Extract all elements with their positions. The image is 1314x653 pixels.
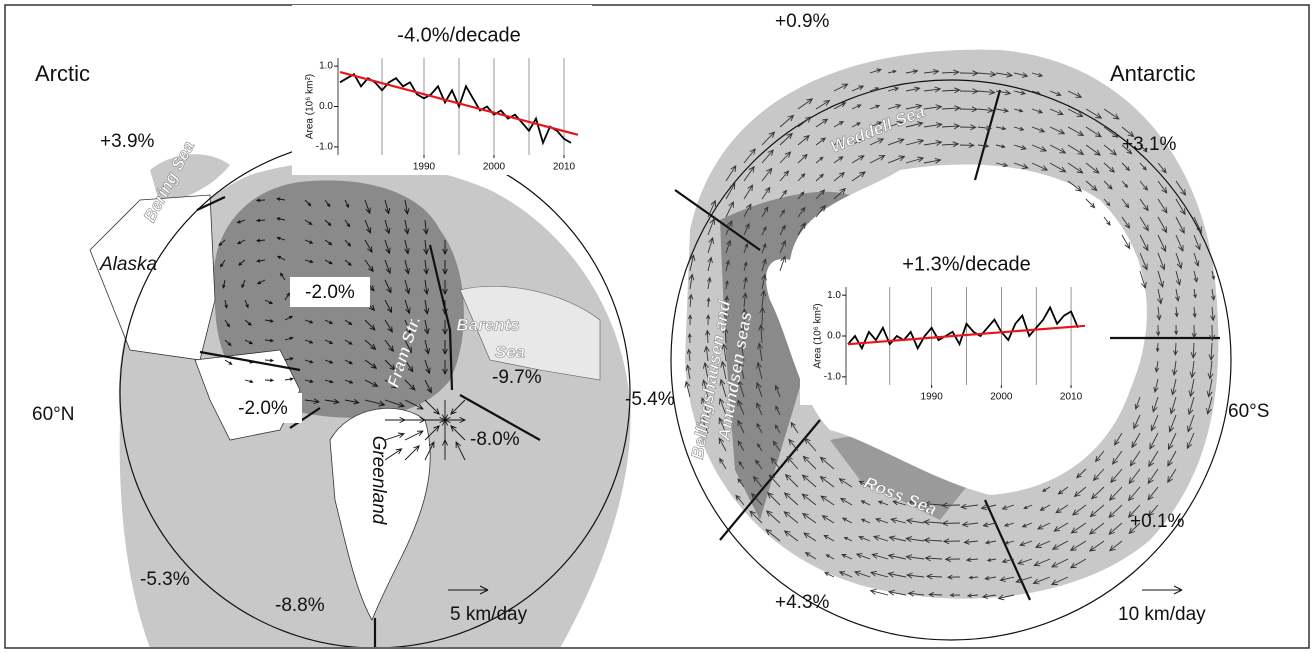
- y-axis-label: Area (10⁶ km²): [813, 303, 824, 368]
- y-tick-label: 1.0: [319, 61, 333, 72]
- x-tick-label: 1990: [921, 392, 944, 403]
- y-axis-label: Area (10⁶ km²): [305, 74, 316, 139]
- x-tick-label: 2000: [990, 392, 1013, 403]
- trend-label: +0.9%: [775, 11, 830, 32]
- x-tick-label: 1990: [413, 162, 436, 173]
- sea-label: Barents: [456, 315, 519, 334]
- region-title: Antarctic: [1110, 61, 1196, 86]
- region-title: Arctic: [35, 61, 90, 86]
- trend-label: +3.1%: [1122, 134, 1177, 155]
- trend-label: -2.0%: [238, 398, 288, 419]
- y-tick-label: 0.0: [319, 101, 333, 112]
- inset-title: -4.0%/decade: [397, 24, 520, 46]
- scale-label: 10 km/day: [1118, 604, 1206, 625]
- place-label: Greenland: [368, 436, 389, 526]
- trend-label: -2.0%: [305, 282, 355, 303]
- x-tick-label: 2000: [483, 162, 506, 173]
- trend-label: -8.0%: [470, 429, 520, 450]
- inset-title: +1.3%/decade: [902, 253, 1030, 275]
- x-tick-label: 2010: [1060, 392, 1083, 403]
- trend-label: -5.4%: [625, 389, 675, 410]
- trend-label: -5.3%: [140, 569, 190, 590]
- y-tick-label: -1.0: [824, 371, 842, 382]
- trend-label: -8.8%: [275, 595, 325, 616]
- trend-label: -9.7%: [492, 367, 542, 388]
- x-tick-label: 2010: [553, 162, 576, 173]
- sea-label: Sea: [495, 342, 525, 361]
- figure: Arctic 60°N 5 km/day Alaska Greenland Be…: [0, 0, 1314, 653]
- y-tick-label: 0.0: [827, 331, 841, 342]
- y-tick-label: 1.0: [827, 290, 841, 301]
- trend-label: +4.3%: [775, 592, 830, 613]
- latitude-label: 60°N: [32, 404, 74, 425]
- trend-label: +3.9%: [100, 131, 155, 152]
- latitude-label: 60°S: [1228, 401, 1269, 422]
- place-label: Alaska: [99, 254, 157, 275]
- scale-label: 5 km/day: [450, 604, 528, 625]
- trend-label: +0.1%: [1130, 511, 1185, 532]
- y-tick-label: -1.0: [316, 142, 334, 153]
